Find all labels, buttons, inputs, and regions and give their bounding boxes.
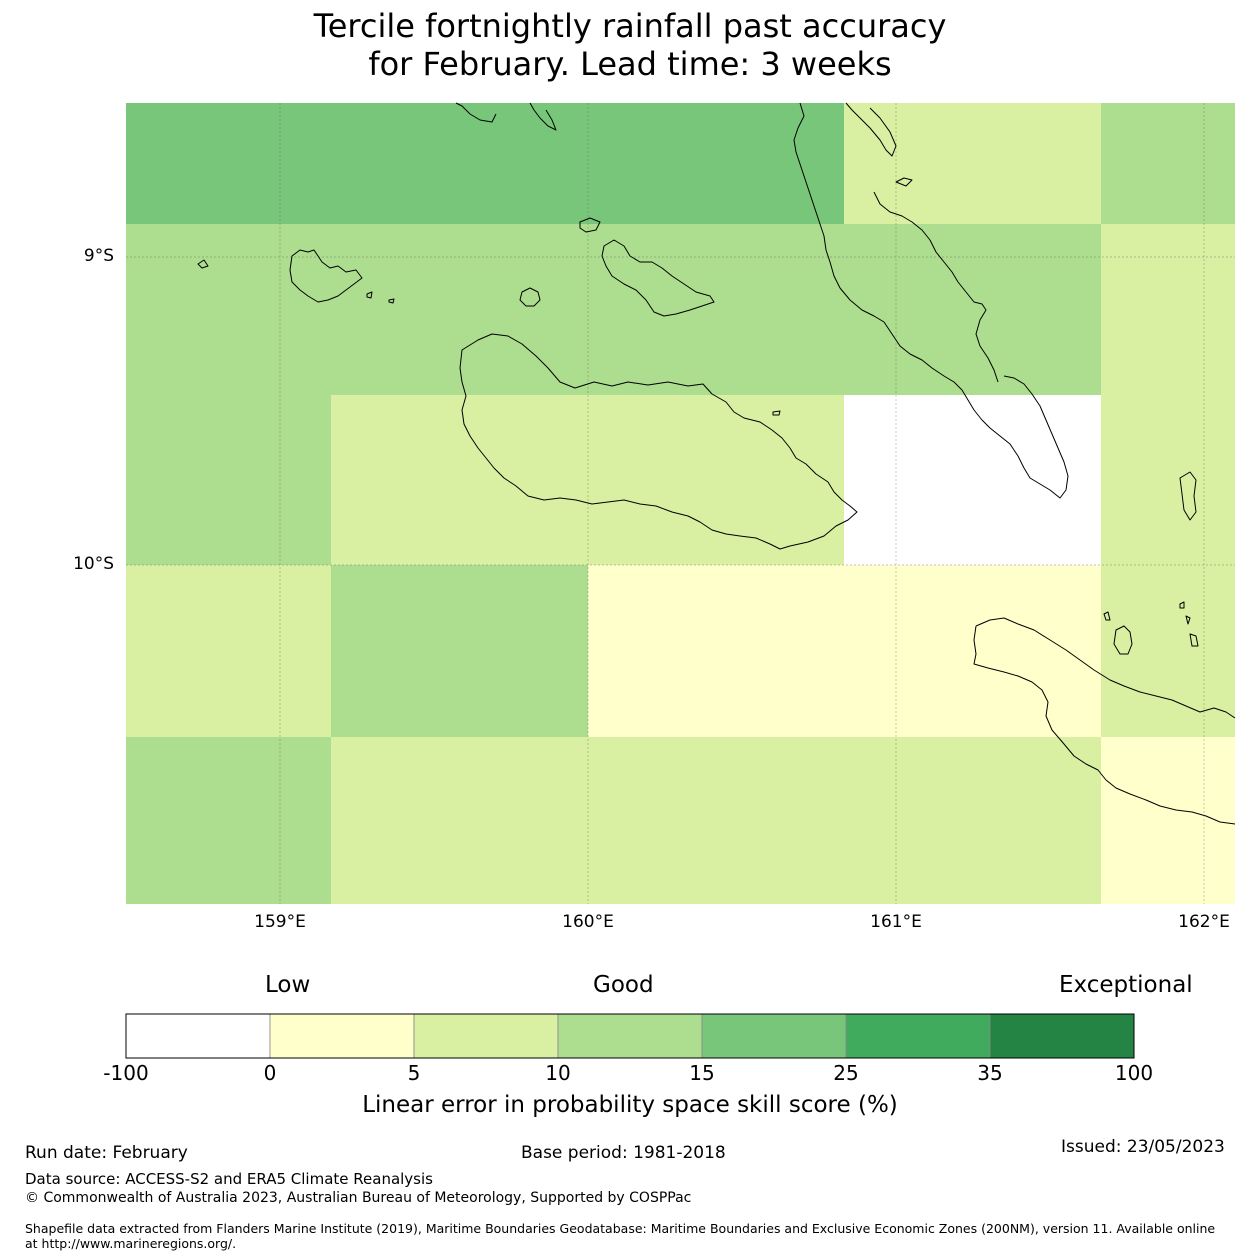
grid-cell [1101,565,1235,737]
grid-cell [1101,224,1235,395]
shapefile-credit: Shapefile data extracted from Flanders M… [25,1221,1216,1251]
run-date: Run date: February [25,1143,188,1163]
chart-title-line-1: Tercile fortnightly rainfall past accura… [313,7,947,45]
colorbar-tick: 100 [1114,1061,1154,1085]
grid-cell [126,565,331,737]
issued-date: Issued: 23/05/2023 [1061,1137,1225,1157]
grid-cell [1101,103,1235,224]
coastline-santa-isabel-west [455,102,557,131]
colorbar-label-exceptional: Exceptional [1059,972,1193,998]
lon-label-160e: 160°E [562,912,614,932]
coastline-makira [973,617,1236,825]
coastlines [197,102,1236,825]
coastline-islet-3 [366,291,373,299]
colorbar-tick: -100 [103,1061,149,1085]
grid-cell [331,565,588,737]
coastline-savo [519,287,541,307]
grid-cell [1101,737,1235,904]
grid-cell [844,103,1101,224]
coastline-florida-islands [601,239,715,317]
grid-cell [331,737,588,904]
copyright: © Commonwealth of Australia 2023, Austra… [25,1190,692,1206]
colorbar [125,1013,1135,1059]
grid-cell [331,395,588,565]
grid-cell [126,395,331,565]
colorbar-tick: 0 [263,1061,277,1085]
base-period: Base period: 1981-2018 [521,1143,726,1163]
coastline-russell-islands [289,249,363,303]
colorbar-outline [125,1013,1135,1059]
colorbar-tick: 25 [833,1061,859,1085]
coastline-islet-2 [388,298,395,304]
colorbar-title: Linear error in probability space skill … [362,1092,898,1118]
colorbar-label-good: Good [593,972,654,998]
grid-cell [331,224,588,395]
grid-cell [126,737,331,904]
coastline-florida-islet [579,217,601,233]
coastline-islet-r2 [1179,601,1185,609]
colorbar-swatch [557,1013,703,1059]
grid-cell [331,103,588,224]
colorbar-swatch [989,1013,1135,1059]
coastline-islet-r1 [1103,611,1111,621]
grid-cell [844,737,1101,904]
grid-cell [588,103,844,224]
colorbar-swatch [269,1013,415,1059]
grid-cell [588,565,844,737]
colorbar-tick: 15 [689,1061,715,1085]
skill-grid [126,103,1235,904]
coastline-malaita [793,102,1069,499]
colorbar-swatch [413,1013,559,1059]
coastline-small-islet-2 [772,410,781,416]
colorbar-label-low: Low [265,972,311,998]
grid-cell [588,395,844,565]
coastline-islet-r5 [1189,633,1199,647]
coastline-ulawa [1179,471,1197,521]
colorbar-tick: 10 [545,1061,571,1085]
grid-cell [126,103,331,224]
grid-cell [844,224,1101,395]
grid-cell [1101,395,1235,565]
coastline-small-islet [895,177,913,187]
lat-label-10s: 10°S [73,554,114,574]
coastline-malaita-upper [845,102,999,383]
data-source: Data source: ACCESS-S2 and ERA5 Climate … [25,1170,433,1188]
colorbar-swatch [701,1013,847,1059]
grid-cell [588,737,844,904]
lon-label-162e: 162°E [1178,912,1230,932]
coastline-islet-r3 [1185,615,1191,625]
lat-label-9s: 9°S [83,246,114,266]
lon-label-161e: 161°E [870,912,922,932]
coastline-islet-1 [197,259,209,269]
coastline-islet-r4 [1113,625,1133,655]
colorbar-tick: 5 [407,1061,421,1085]
colorbar-swatch [125,1013,271,1059]
coastline-guadalcanal [459,333,858,550]
lon-label-159e: 159°E [254,912,306,932]
chart-title-line-2: for February. Lead time: 3 weeks [368,45,892,83]
colorbar-tick: 35 [977,1061,1003,1085]
grid-cell [844,565,1101,737]
grid-cell [844,395,1101,565]
grid-cell [588,224,844,395]
colorbar-swatch [845,1013,991,1059]
